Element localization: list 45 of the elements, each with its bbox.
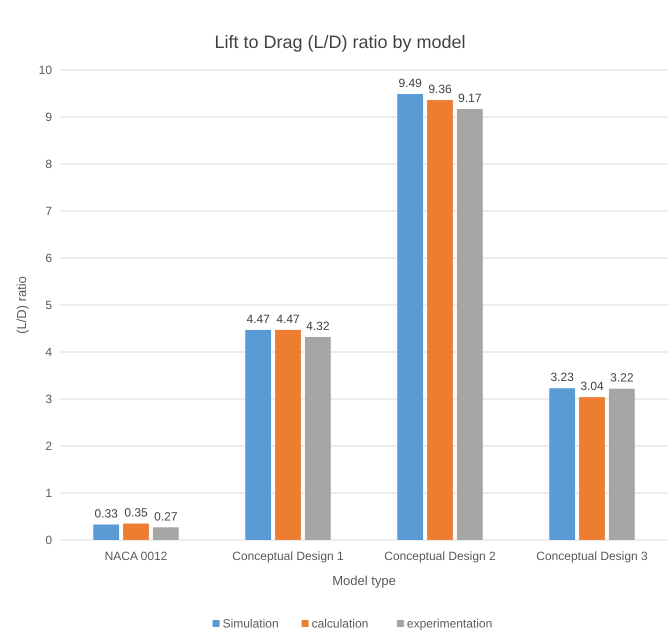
data-label: 9.17 bbox=[458, 91, 482, 106]
data-label: 0.33 bbox=[94, 506, 118, 520]
bar bbox=[608, 388, 635, 540]
y-tick-label: 1 bbox=[45, 486, 52, 500]
chart-title: Lift to Drag (L/D) ratio by model bbox=[214, 32, 466, 52]
bar bbox=[304, 336, 331, 540]
data-label: 0.35 bbox=[124, 506, 148, 520]
y-tick-label: 5 bbox=[45, 298, 52, 312]
data-label: 0.27 bbox=[154, 509, 178, 524]
data-label: 4.47 bbox=[246, 312, 270, 326]
data-label: 3.23 bbox=[550, 370, 574, 384]
x-tick-label: Conceptual Design 3 bbox=[536, 549, 648, 563]
x-axis-title: Model type bbox=[332, 573, 396, 588]
y-tick-label: 4 bbox=[45, 345, 52, 360]
bar bbox=[93, 524, 120, 540]
y-axis-title: (L/D) ratio bbox=[14, 276, 29, 334]
y-tick-label: 2 bbox=[45, 439, 52, 454]
data-label: 4.47 bbox=[276, 312, 300, 326]
bar bbox=[579, 397, 605, 540]
bar bbox=[456, 109, 483, 540]
bar bbox=[275, 330, 301, 540]
data-label: 9.49 bbox=[398, 76, 422, 90]
y-tick-label: 0 bbox=[45, 533, 52, 548]
y-tick-label: 9 bbox=[45, 110, 52, 124]
y-tick-label: 3 bbox=[45, 392, 52, 406]
x-tick-label: Conceptual Design 2 bbox=[384, 549, 496, 563]
bar bbox=[245, 330, 272, 540]
bar bbox=[123, 524, 149, 540]
legend-label: calculation bbox=[312, 616, 368, 631]
bar bbox=[397, 94, 424, 540]
y-tick-label: 6 bbox=[45, 251, 52, 266]
data-label: 3.04 bbox=[580, 379, 604, 394]
x-tick-label: NACA 0012 bbox=[104, 549, 168, 563]
x-tick-label: Conceptual Design 1 bbox=[232, 549, 344, 563]
bar bbox=[152, 527, 179, 540]
legend-label: experimentation bbox=[406, 616, 492, 631]
y-tick-label: 7 bbox=[45, 204, 52, 218]
data-label: 9.36 bbox=[428, 82, 452, 96]
data-label: 3.22 bbox=[610, 370, 634, 385]
y-tick-label: 10 bbox=[38, 63, 52, 78]
bar bbox=[549, 388, 576, 540]
y-tick-label: 8 bbox=[45, 157, 52, 172]
bar bbox=[427, 100, 453, 540]
legend-label: Simulation bbox=[222, 616, 279, 631]
data-label: 4.32 bbox=[306, 318, 330, 333]
